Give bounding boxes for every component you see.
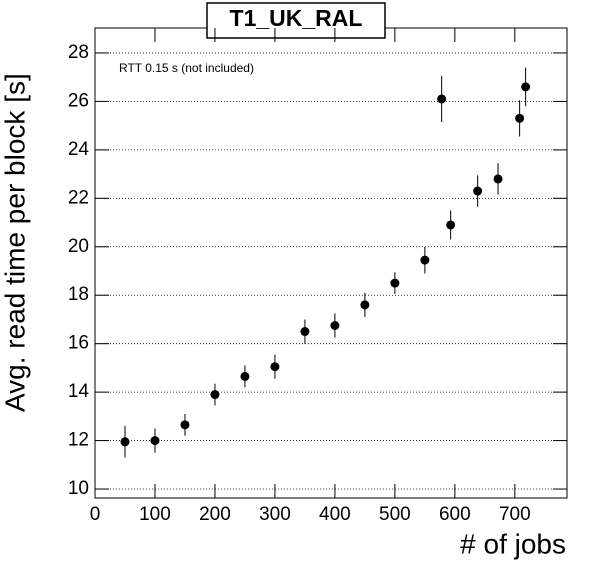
data-point [420,255,430,265]
x-tick-label: 100 [139,504,171,525]
x-tick-label: 400 [319,504,351,525]
data-point [240,371,250,381]
data-point [210,390,220,400]
y-tick-label: 16 [68,333,89,354]
x-tick-label: 200 [199,504,231,525]
y-tick-label: 10 [68,478,89,499]
x-tick-label: 600 [439,504,471,525]
x-tick-label: 500 [379,504,411,525]
data-point [473,186,483,196]
y-tick-label: 18 [68,284,89,305]
data-point [521,82,531,92]
data-point [180,420,190,430]
x-tick-label: 300 [259,504,291,525]
data-point [270,362,280,372]
data-point [390,278,400,288]
x-axis-label: # of jobs [460,528,566,559]
annotation: RTT 0.15 s (not included) [119,61,254,75]
y-tick-label: 20 [68,236,89,257]
data-point [150,436,160,446]
data-point [360,300,370,310]
y-axis-label: Avg. read time per block [s] [0,73,30,412]
data-point [493,174,503,184]
data-point [120,437,130,447]
y-tick-label: 14 [68,381,90,402]
x-tick-label: 700 [499,504,531,525]
data-point [446,220,456,230]
data-point [300,327,310,337]
y-tick-label: 12 [68,430,89,451]
y-tick-label: 26 [68,90,89,111]
y-tick-label: 22 [68,187,89,208]
data-point [330,321,340,331]
chart-title: T1_UK_RAL [230,5,363,31]
title-box [206,2,386,39]
x-tick-label: 0 [90,504,101,525]
y-tick-label: 24 [68,139,90,160]
data-point [437,94,447,104]
data-point [515,113,525,123]
y-tick-label: 28 [68,42,89,63]
